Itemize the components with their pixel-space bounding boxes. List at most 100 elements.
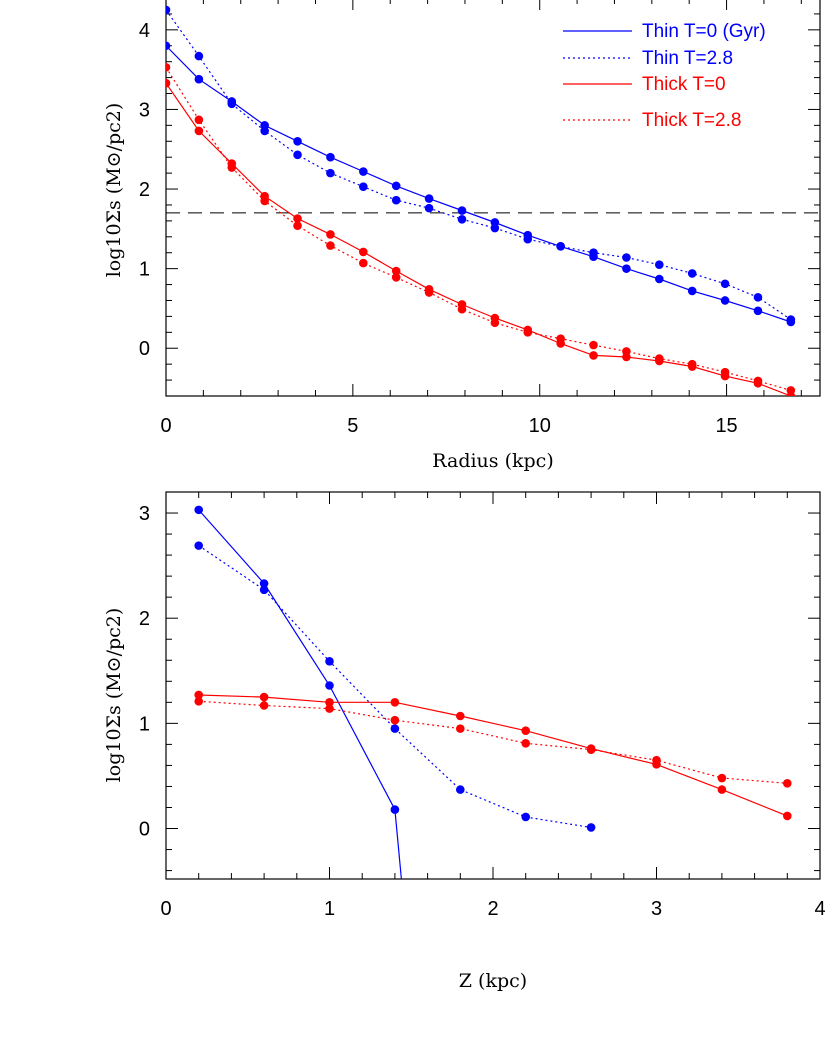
- radius-series-point-1: [359, 182, 368, 191]
- radius-series-point-3: [391, 273, 401, 282]
- height-series-point-1: [325, 657, 334, 666]
- height-series-point-3: [717, 773, 727, 783]
- legend-label-0: Thin T=0 (Gyr): [642, 21, 766, 42]
- radius-series-point-1: [227, 99, 237, 109]
- legend: Thin T=0 (Gyr) Thin T=2.8 Thick T=0 Thick T…: [563, 21, 766, 131]
- radius-series-point-3: [457, 304, 467, 314]
- height-series-point-3: [521, 739, 530, 748]
- radius-series-point-0: [424, 194, 434, 203]
- radius-series-point-1: [457, 214, 467, 224]
- radius-series-clip-group: [166, 5, 796, 396]
- radius-plot-frame: [165, 0, 821, 397]
- height-series-point-2: [259, 692, 269, 702]
- radius-series-point-3: [589, 340, 598, 350]
- height-plot-frame: [165, 491, 821, 880]
- radius-series-line-2: [166, 82, 792, 396]
- radius-series-point-1: [622, 253, 631, 262]
- radius-series-point-1: [786, 315, 796, 324]
- radius-y-axis-label: log10Σs (M⊙/pc2): [103, 103, 125, 278]
- radius-x-tick-label: 5: [347, 415, 358, 437]
- radius-series-point-2: [194, 126, 204, 136]
- height-series-point-2: [783, 811, 792, 821]
- radius-series-point-3: [655, 354, 664, 363]
- height-series-point-3: [652, 755, 661, 765]
- radius-series-point-1: [293, 150, 302, 160]
- height-series-point-1: [456, 785, 465, 794]
- height-axes-frame: [165, 491, 821, 880]
- radius-series-point-0: [720, 296, 730, 305]
- radius-series-point-1: [556, 242, 565, 251]
- radius-series-point-0: [293, 136, 302, 146]
- height-series-line-2: [198, 694, 788, 817]
- radius-series-point-3: [687, 359, 697, 369]
- radius-series-point-0: [166, 41, 171, 51]
- height-series-point-3: [390, 715, 400, 725]
- radius-series-point-1: [194, 51, 204, 61]
- height-series-clip-group: [194, 505, 792, 879]
- radius-series-point-3: [227, 163, 237, 172]
- height-x-tick-label: 0: [160, 898, 171, 920]
- radius-series-point-1: [166, 5, 171, 15]
- height-x-tick-label: 1: [324, 898, 335, 920]
- legend-label-2: Thick T=0: [642, 74, 726, 95]
- height-series-point-1: [194, 541, 203, 550]
- radius-x-tick-labels: 0 5 10 15: [160, 415, 737, 437]
- radius-series-point-1: [753, 292, 763, 302]
- radius-series-point-1: [523, 234, 533, 244]
- radius-series-point-3: [523, 328, 533, 337]
- height-x-tick-label: 2: [487, 898, 498, 920]
- radius-series-point-3: [786, 386, 796, 395]
- height-series-point-2: [390, 698, 400, 707]
- radius-x-tick-label: 10: [529, 415, 551, 437]
- radius-series-point-1: [260, 126, 269, 136]
- radius-y-tick-label: 1: [139, 259, 150, 281]
- radius-series-point-1: [490, 223, 500, 233]
- height-series-point-2: [717, 785, 727, 794]
- radius-series-point-1: [424, 203, 434, 213]
- radius-series-point-0: [622, 264, 631, 273]
- radius-x-axis-label: Radius (kpc): [432, 450, 553, 472]
- radius-series-point-3: [326, 241, 335, 250]
- radius-series-point-0: [194, 74, 204, 84]
- radius-series-point-3: [194, 115, 204, 125]
- height-series-point-2: [456, 711, 465, 721]
- height-series-point-2: [521, 726, 530, 736]
- radius-series-point-2: [166, 78, 171, 88]
- height-series-point-1: [586, 823, 596, 832]
- height-x-tick-label: 4: [814, 898, 825, 920]
- radius-series-point-0: [457, 206, 467, 215]
- height-series-line-1: [198, 545, 592, 829]
- radius-series-point-1: [655, 260, 664, 269]
- radius-series-point-3: [166, 62, 171, 72]
- radius-series-point-3: [556, 334, 565, 343]
- radius-series-point-1: [687, 269, 697, 278]
- height-series-point-2: [325, 698, 334, 707]
- height-series-point-3: [783, 779, 792, 788]
- height-series-point-3: [456, 724, 465, 733]
- height-series-point-3: [586, 745, 596, 754]
- height-y-tick-label: 0: [139, 819, 150, 841]
- height-y-tick-label: 2: [139, 608, 150, 630]
- radius-series-point-0: [391, 181, 401, 191]
- legend-label-3: Thick T=2.8: [642, 110, 741, 131]
- radius-axes-frame: [165, 0, 821, 397]
- height-series-point-2: [194, 690, 203, 700]
- radius-series-point-2: [293, 214, 302, 223]
- radius-series-point-1: [326, 168, 335, 178]
- radius-series-layer: [166, 5, 796, 396]
- radius-series-point-2: [359, 247, 368, 257]
- radius-series-point-3: [260, 196, 269, 206]
- height-series-point-1: [259, 585, 269, 595]
- height-series-line-3: [198, 700, 788, 784]
- radius-series-point-0: [687, 286, 697, 296]
- height-series-point-3: [194, 696, 203, 706]
- height-series-line-0: [198, 509, 402, 879]
- height-x-tick-labels: 0 1 2 3 4: [160, 898, 825, 920]
- height-series-point-0: [259, 579, 269, 588]
- radius-profile-panel: 0 5 10 15 0 1 2 3 4 Radius (kpc) log10Σs (M⊙/pc…: [103, 0, 821, 472]
- height-profile-panel: 0 1 2 3 4 0 1 2 3 Z (kpc) log10Σs (M⊙/pc2): [103, 491, 826, 992]
- radius-y-tick-label: 0: [139, 338, 150, 360]
- height-series-point-0: [325, 681, 334, 690]
- radius-series-point-0: [655, 274, 664, 284]
